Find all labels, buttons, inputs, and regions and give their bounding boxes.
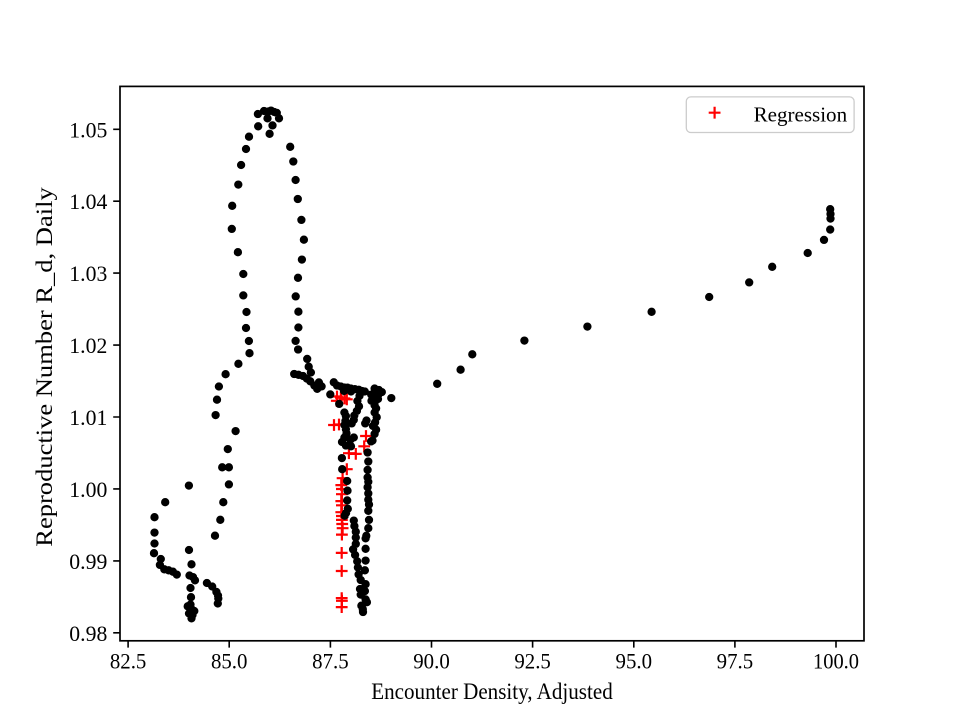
svg-text:Reproductive Number R_d, Daily: Reproductive Number R_d, Daily	[32, 187, 57, 547]
svg-text:1.03: 1.03	[69, 261, 107, 286]
svg-text:95.0: 95.0	[616, 649, 653, 674]
svg-text:1.00: 1.00	[69, 477, 107, 502]
svg-text:92.5: 92.5	[514, 649, 551, 674]
svg-text:1.05: 1.05	[69, 117, 107, 142]
svg-text:82.5: 82.5	[110, 649, 147, 674]
svg-text:90.0: 90.0	[413, 649, 450, 674]
svg-text:Encounter Density, Adjusted: Encounter Density, Adjusted	[371, 679, 613, 704]
svg-text:Regression: Regression	[754, 103, 848, 127]
svg-text:85.0: 85.0	[211, 649, 248, 674]
svg-text:87.5: 87.5	[312, 649, 349, 674]
svg-text:100.0: 100.0	[813, 649, 859, 674]
svg-text:0.99: 0.99	[69, 549, 107, 574]
svg-text:1.01: 1.01	[69, 405, 107, 430]
svg-text:1.02: 1.02	[69, 333, 107, 358]
svg-text:0.98: 0.98	[69, 621, 107, 646]
svg-text:97.5: 97.5	[717, 649, 754, 674]
svg-text:1.04: 1.04	[69, 189, 107, 214]
